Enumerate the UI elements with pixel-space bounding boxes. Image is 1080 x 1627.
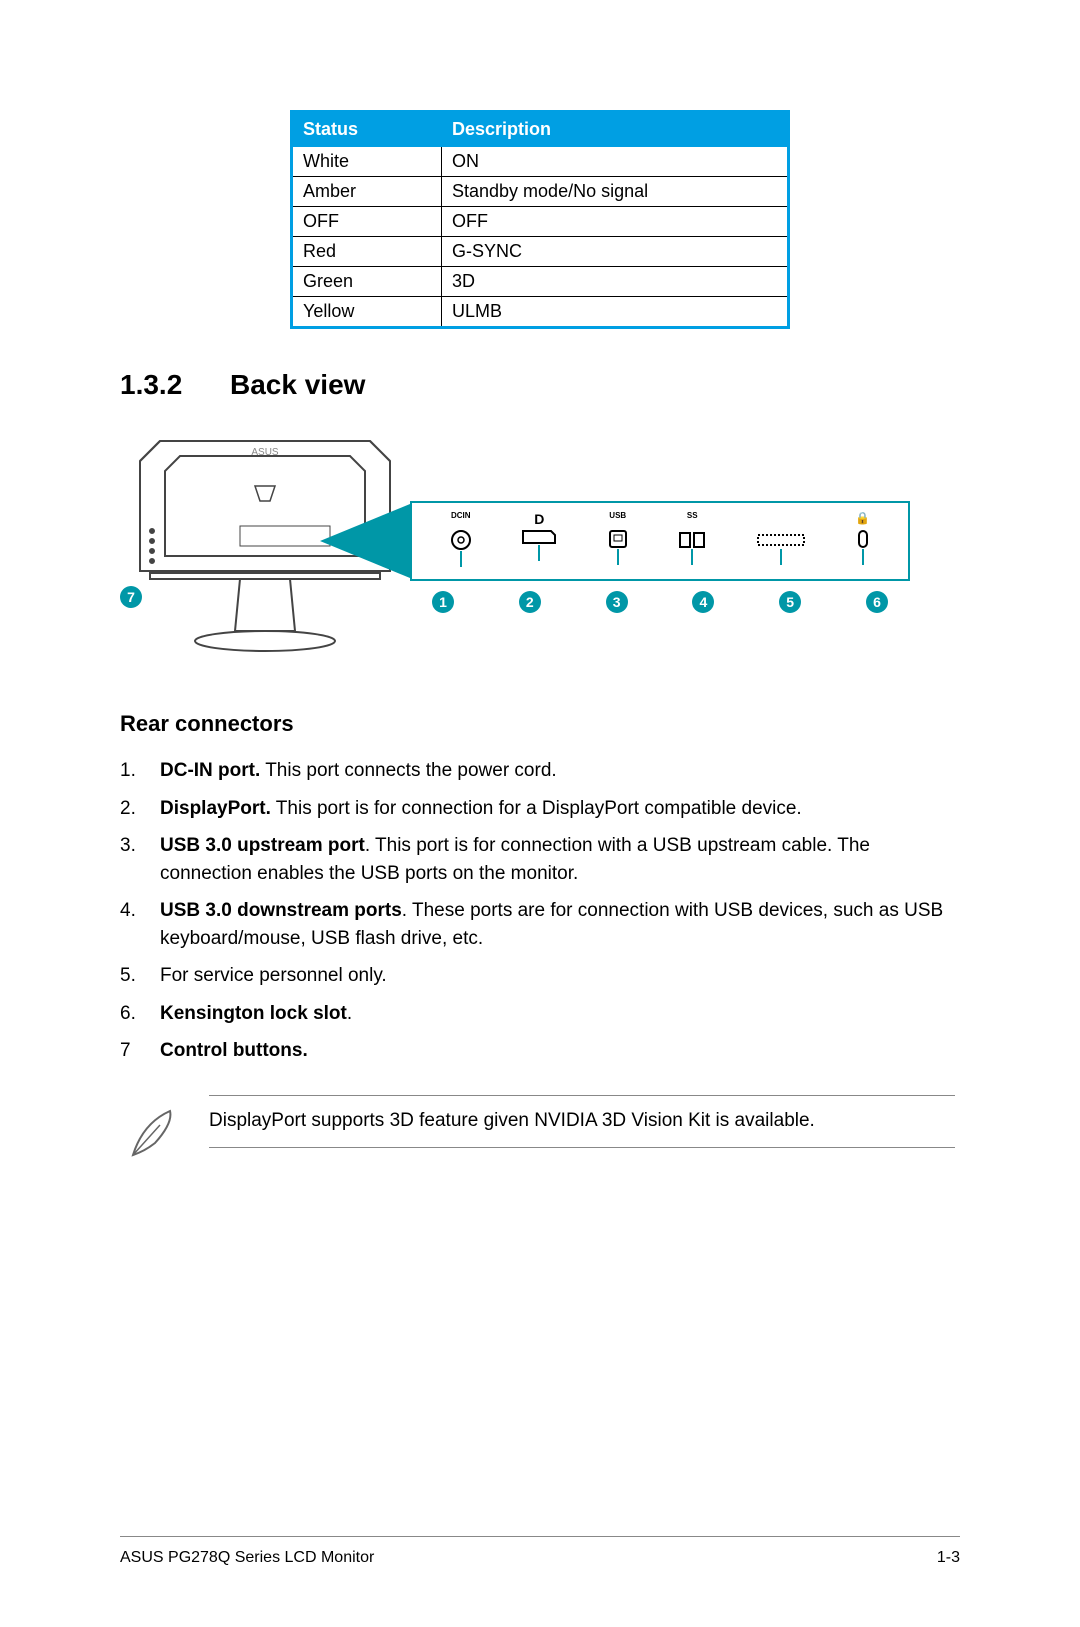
rear-connectors-list: 1.DC-IN port. This port connects the pow… bbox=[120, 757, 960, 1065]
port-usb-upstream: USB bbox=[607, 511, 629, 565]
status-col-header: Status bbox=[292, 112, 442, 147]
list-item: 6.Kensington lock slot. bbox=[120, 1000, 960, 1028]
callout-6: 6 bbox=[866, 591, 888, 613]
list-text: Control buttons. bbox=[160, 1037, 308, 1065]
callout-2: 2 bbox=[519, 591, 541, 613]
list-number: 5. bbox=[120, 962, 160, 990]
table-cell: OFF bbox=[292, 207, 442, 237]
table-cell: Standby mode/No signal bbox=[442, 177, 789, 207]
list-number: 7 bbox=[120, 1037, 160, 1065]
callout-1: 1 bbox=[432, 591, 454, 613]
svg-text:ASUS: ASUS bbox=[251, 447, 279, 458]
callout-4: 4 bbox=[692, 591, 714, 613]
note-text: DisplayPort supports 3D feature given NV… bbox=[209, 1095, 955, 1148]
callout-7: 7 bbox=[120, 586, 142, 608]
list-item: 7Control buttons. bbox=[120, 1037, 960, 1065]
list-text: For service personnel only. bbox=[160, 962, 387, 990]
section-heading: 1.3.2Back view bbox=[120, 369, 960, 401]
table-row: WhiteON bbox=[292, 147, 789, 177]
port-usb-downstream: SS bbox=[678, 511, 706, 565]
list-number: 4. bbox=[120, 897, 160, 952]
callout-pointer bbox=[320, 504, 410, 578]
table-row: Green3D bbox=[292, 267, 789, 297]
port-service bbox=[756, 511, 806, 565]
table-row: AmberStandby mode/No signal bbox=[292, 177, 789, 207]
list-item: 2.DisplayPort. This port is for connecti… bbox=[120, 795, 960, 823]
port-kensington: 🔒 bbox=[855, 511, 870, 565]
table-cell: ON bbox=[442, 147, 789, 177]
table-row: YellowULMB bbox=[292, 297, 789, 328]
list-item: 1.DC-IN port. This port connects the pow… bbox=[120, 757, 960, 785]
status-table: Status Description WhiteONAmberStandby m… bbox=[290, 110, 790, 329]
callout-5: 5 bbox=[779, 591, 801, 613]
list-item: 5.For service personnel only. bbox=[120, 962, 960, 990]
table-cell: 3D bbox=[442, 267, 789, 297]
table-cell: G-SYNC bbox=[442, 237, 789, 267]
table-cell: Red bbox=[292, 237, 442, 267]
feather-icon bbox=[125, 1095, 185, 1168]
list-number: 3. bbox=[120, 832, 160, 887]
callout-3: 3 bbox=[606, 591, 628, 613]
list-text: DC-IN port. This port connects the power… bbox=[160, 757, 557, 785]
back-view-diagram: ASUS 7 DCIN bbox=[120, 431, 950, 671]
list-item: 3.USB 3.0 upstream port. This port is fo… bbox=[120, 832, 960, 887]
table-cell: Yellow bbox=[292, 297, 442, 328]
table-cell: Green bbox=[292, 267, 442, 297]
footer-left: ASUS PG278Q Series LCD Monitor bbox=[120, 1549, 374, 1567]
list-text: Kensington lock slot. bbox=[160, 1000, 352, 1028]
list-text: USB 3.0 upstream port. This port is for … bbox=[160, 832, 960, 887]
note-box: DisplayPort supports 3D feature given NV… bbox=[120, 1095, 960, 1168]
port-dcin: DCIN bbox=[450, 511, 472, 567]
page-footer: ASUS PG278Q Series LCD Monitor 1-3 bbox=[120, 1536, 960, 1567]
description-col-header: Description bbox=[442, 112, 789, 147]
list-number: 1. bbox=[120, 757, 160, 785]
list-number: 2. bbox=[120, 795, 160, 823]
table-cell: White bbox=[292, 147, 442, 177]
section-title: Back view bbox=[230, 369, 365, 400]
rear-connectors-heading: Rear connectors bbox=[120, 711, 960, 737]
list-number: 6. bbox=[120, 1000, 160, 1028]
table-cell: Amber bbox=[292, 177, 442, 207]
section-number: 1.3.2 bbox=[120, 369, 230, 401]
footer-right: 1-3 bbox=[937, 1549, 960, 1567]
connector-panel: DCIN D USB SS bbox=[410, 501, 910, 581]
table-row: RedG-SYNC bbox=[292, 237, 789, 267]
table-cell: OFF bbox=[442, 207, 789, 237]
list-text: USB 3.0 downstream ports. These ports ar… bbox=[160, 897, 960, 952]
list-item: 4.USB 3.0 downstream ports. These ports … bbox=[120, 897, 960, 952]
port-displayport: D bbox=[521, 511, 557, 561]
list-text: DisplayPort. This port is for connection… bbox=[160, 795, 802, 823]
table-cell: ULMB bbox=[442, 297, 789, 328]
table-row: OFFOFF bbox=[292, 207, 789, 237]
